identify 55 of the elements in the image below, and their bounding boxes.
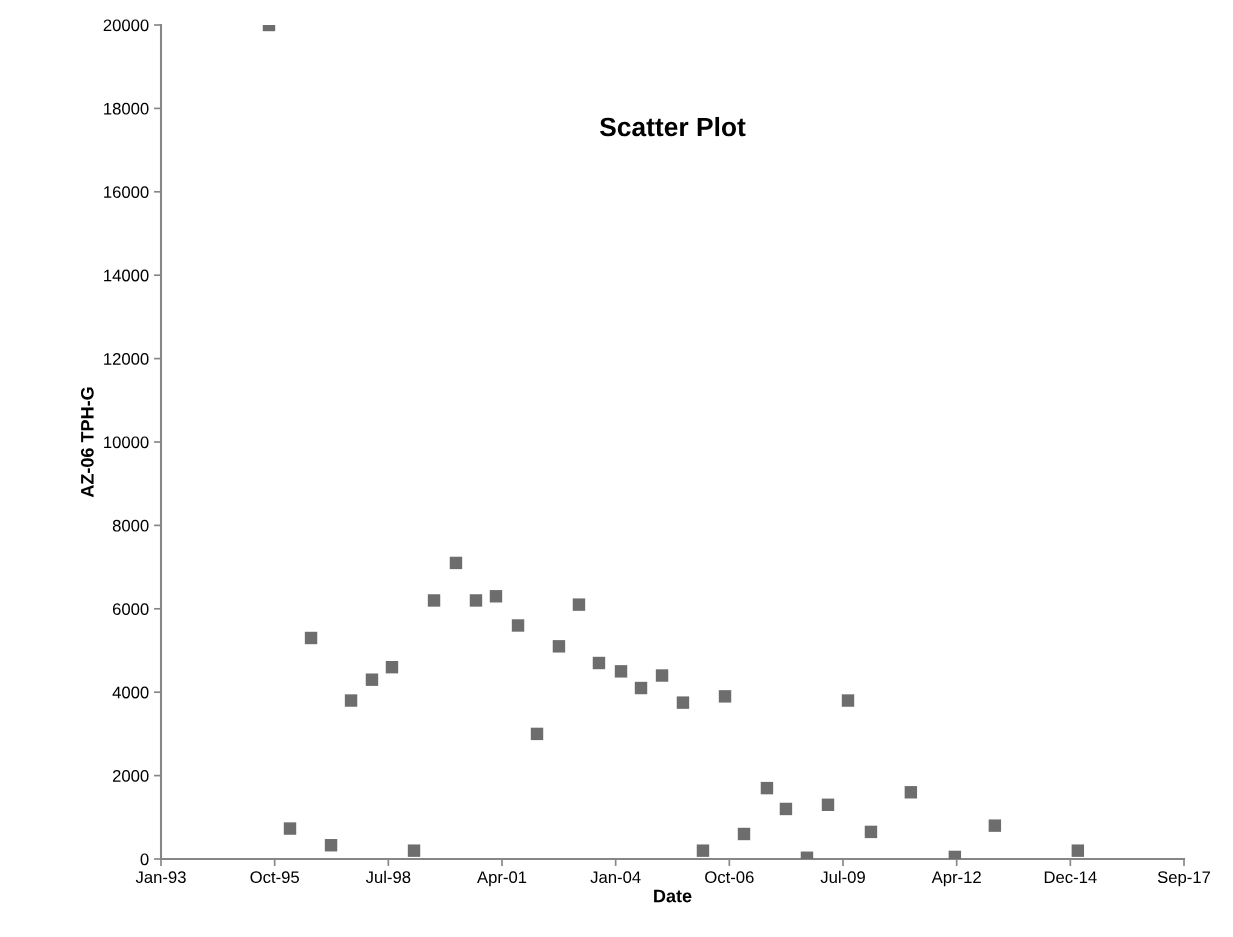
x-tick-label: Dec-14 bbox=[1044, 871, 1097, 884]
y-axis-title: AZ-06 TPH-G bbox=[80, 387, 94, 498]
text: Scatter Plot bbox=[599, 116, 746, 137]
x-tick-label: Sep-17 bbox=[1157, 871, 1211, 887]
point bbox=[988, 819, 1002, 832]
point bbox=[489, 590, 503, 603]
x-tick-label: Jul-09 bbox=[820, 870, 865, 884]
y-tick-label: 18000 bbox=[104, 102, 149, 115]
point bbox=[592, 656, 606, 670]
point bbox=[779, 802, 793, 816]
x-axis-title: Date bbox=[654, 889, 692, 903]
point bbox=[864, 825, 878, 839]
point bbox=[365, 673, 379, 686]
point bbox=[449, 556, 463, 570]
y-tick-label: 0 bbox=[140, 853, 149, 866]
point bbox=[530, 727, 544, 741]
y-tick-label: 6000 bbox=[112, 603, 149, 615]
point bbox=[737, 827, 751, 841]
x-tick-label: Oct-95 bbox=[250, 871, 299, 884]
point bbox=[469, 594, 483, 607]
point bbox=[1071, 844, 1085, 857]
point bbox=[760, 781, 774, 795]
point bbox=[407, 844, 421, 857]
point bbox=[821, 798, 835, 811]
y-tick-label: 2000 bbox=[112, 770, 149, 782]
point bbox=[283, 822, 297, 835]
y-tick-label: 10000 bbox=[104, 436, 149, 449]
point bbox=[634, 681, 648, 695]
y-tick-label: 12000 bbox=[104, 353, 149, 365]
point bbox=[552, 640, 566, 653]
point bbox=[385, 660, 399, 674]
x-tick-label: Apr-12 bbox=[931, 871, 981, 887]
point bbox=[304, 631, 318, 645]
point bbox=[344, 694, 358, 707]
point bbox=[572, 598, 586, 611]
x-tick-label: Jan-04 bbox=[590, 871, 641, 884]
y-tick-label: 8000 bbox=[112, 519, 149, 532]
point bbox=[696, 844, 710, 857]
point bbox=[427, 594, 441, 607]
point bbox=[614, 665, 628, 678]
x-tick-label: Apr-01 bbox=[477, 871, 527, 887]
y-tick-label: 14000 bbox=[104, 269, 149, 282]
point bbox=[511, 619, 525, 632]
x-tick-label: Jul-98 bbox=[365, 870, 411, 884]
x-tick-label: Oct-06 bbox=[705, 871, 754, 884]
y-tick-label: 20000 bbox=[103, 19, 149, 32]
y-tick-label: 4000 bbox=[112, 686, 149, 699]
point bbox=[324, 839, 338, 852]
point bbox=[904, 786, 918, 799]
x-tick-label: Jan-93 bbox=[135, 871, 186, 884]
point bbox=[655, 669, 669, 682]
point bbox=[841, 694, 855, 707]
y-tick-label: 16000 bbox=[104, 186, 149, 198]
point bbox=[676, 696, 690, 709]
point bbox=[718, 690, 732, 703]
